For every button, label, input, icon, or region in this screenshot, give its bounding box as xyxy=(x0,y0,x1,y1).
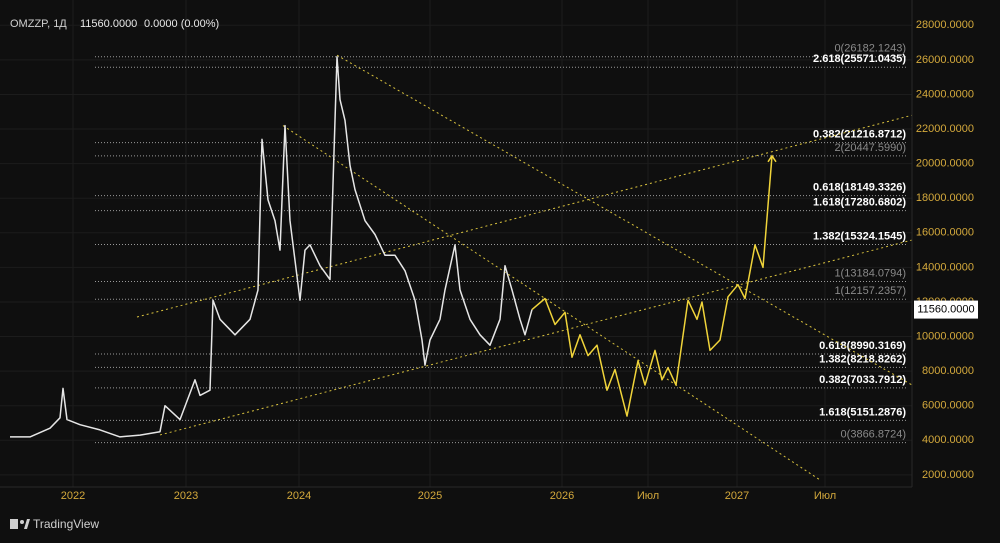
fib-label: 0.382(7033.7912) xyxy=(819,374,906,386)
trend-line xyxy=(136,114,913,318)
logo-mark xyxy=(10,519,18,529)
y-tick-label: 8000.0000 xyxy=(922,365,974,377)
brand: TradingView xyxy=(33,517,99,531)
arrow-head xyxy=(767,154,777,163)
plot: 0(26182.1243)2.618(25571.0435) 0.382(2121… xyxy=(10,43,913,481)
y-tick-label: 26000.0000 xyxy=(916,54,974,66)
fib-label: 1.618(17280.6802) xyxy=(813,197,906,209)
trend-line xyxy=(282,125,821,481)
y-tick-label: 20000.0000 xyxy=(916,158,974,170)
last-price-box xyxy=(914,300,978,319)
fib-label: 1.382(8218.8262) xyxy=(819,353,906,365)
y-tick-label: 2000.0000 xyxy=(922,469,974,481)
fib-label: 1.618(5151.2876) xyxy=(819,406,906,418)
logo-mark xyxy=(24,519,30,529)
x-tick-label: Июл xyxy=(637,490,659,502)
fib-label: 0(3866.8724) xyxy=(841,429,906,441)
y-tick-label: 10000.0000 xyxy=(916,330,974,342)
symbol: OMZZP, 1Д xyxy=(10,18,67,30)
y-tick-label: 14000.0000 xyxy=(916,261,974,273)
fib-label: 2.618(25571.0435) xyxy=(813,53,906,65)
fib-label: 2(20447.5990) xyxy=(834,142,906,154)
fib-label: 0.618(8990.3169) xyxy=(819,340,906,352)
y-tick-label: 24000.0000 xyxy=(916,88,974,100)
logo-mark xyxy=(20,520,24,524)
fib-label: 0.618(18149.3326) xyxy=(813,182,906,194)
header-price: 11560.0000 xyxy=(80,18,137,30)
y-tick-label: 16000.0000 xyxy=(916,227,974,239)
price-line xyxy=(10,56,533,438)
fib-label: 1.382(15324.1545) xyxy=(813,230,906,242)
y-tick-label: 4000.0000 xyxy=(922,434,974,446)
last-price-label: 11560.0000 xyxy=(917,303,974,315)
x-tick-label: 2023 xyxy=(174,490,198,502)
fib-label: 0.382(21216.8712) xyxy=(813,128,906,140)
header-change: 0.0000 (0.00%) xyxy=(144,18,219,30)
price-line xyxy=(531,155,773,417)
grid xyxy=(0,0,912,487)
x-tick-label: 2024 xyxy=(287,490,311,502)
x-tick-label: Июл xyxy=(814,490,836,502)
y-tick-label: 6000.0000 xyxy=(922,400,974,412)
y-tick-label: 28000.0000 xyxy=(916,19,974,31)
y-tick-label: 22000.0000 xyxy=(916,123,974,135)
x-tick-label: 2022 xyxy=(61,490,85,502)
trend-line xyxy=(336,54,913,386)
y-tick-label: 18000.0000 xyxy=(916,192,974,204)
x-tick-label: 2026 xyxy=(550,490,574,502)
fib-label: 1(12157.2357) xyxy=(834,285,906,297)
fib-label: 0(26182.1243) xyxy=(834,43,906,55)
logo: TradingView xyxy=(10,517,99,531)
x-tick-label: 2027 xyxy=(725,490,749,502)
fib-label: 1(13184.0794) xyxy=(834,267,906,279)
x-tick-label: 2025 xyxy=(418,490,442,502)
